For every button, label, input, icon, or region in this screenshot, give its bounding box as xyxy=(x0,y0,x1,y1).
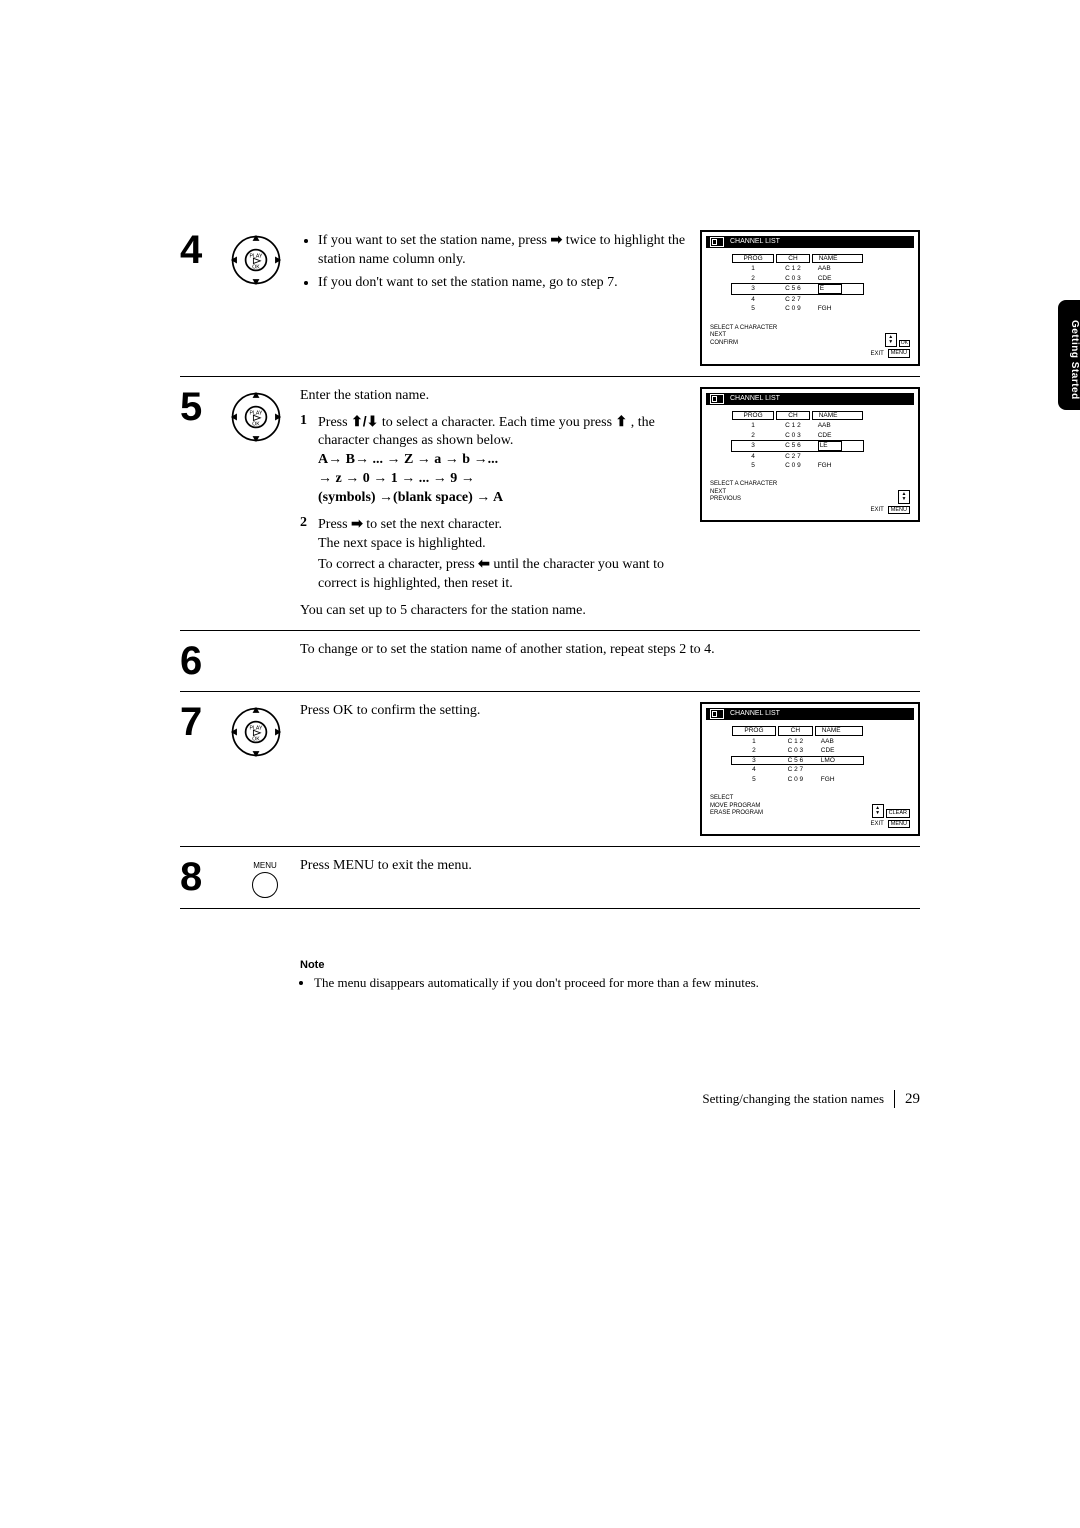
svg-text:PLAY: PLAY xyxy=(250,253,263,259)
step-7-screen: CHANNEL LIST PROGCHNAME 1C 1 2AAB2C 0 3C… xyxy=(700,702,920,836)
svg-text:OK: OK xyxy=(252,737,260,743)
step-number: 8 xyxy=(180,857,230,898)
note-section: Note The menu disappears automatically i… xyxy=(300,959,920,991)
step-4-text: If you want to set the station name, pre… xyxy=(300,230,690,366)
svg-text:PLAY: PLAY xyxy=(250,410,263,416)
circle-icon xyxy=(252,872,278,898)
character-sequence: A→ B→ ... → Z → a → b →... xyxy=(318,451,690,470)
step-5-text: Enter the station name. 1 Press ⬆/⬇ to s… xyxy=(300,387,690,621)
text: Press xyxy=(318,517,351,532)
remote-dial-icon: PLAY OK xyxy=(230,387,300,621)
note-item: The menu disappears automatically if you… xyxy=(314,975,920,991)
step-5-screen: CHANNEL LIST PROGCHNAME 1C 1 2AAB2C 0 3C… xyxy=(700,387,920,621)
step-7: 7 PLAY OK Press OK to confirm the settin… xyxy=(180,702,920,847)
character-sequence: (symbols) →(blank space) → A xyxy=(318,489,690,508)
text: If you don't want to set the station nam… xyxy=(318,274,690,293)
step-4-screen: CHANNEL LIST PROGCHNAME 1C 1 2AAB2C 0 3C… xyxy=(700,230,920,366)
footer-text: Setting/changing the station names xyxy=(702,1091,884,1107)
step-5: 5 PLAY OK Enter the station name. xyxy=(180,387,920,632)
step-8: 8 MENU Press MENU to exit the menu. xyxy=(180,857,920,909)
remote-dial-icon: PLAY OK xyxy=(230,702,300,836)
text: Enter the station name. xyxy=(300,387,690,406)
text: To correct a character, press xyxy=(318,557,478,572)
page-content: 4 PLAY OK If you xyxy=(180,230,920,991)
step-number: 6 xyxy=(180,641,230,681)
substep-number: 1 xyxy=(300,412,318,508)
svg-text:PLAY: PLAY xyxy=(250,726,263,732)
page-footer: Setting/changing the station names 29 xyxy=(702,1090,920,1108)
substep-number: 2 xyxy=(300,514,318,594)
text: The next space is highlighted. xyxy=(318,535,690,554)
menu-button-icon: MENU xyxy=(230,857,300,898)
step-7-text: Press OK to confirm the setting. xyxy=(300,702,690,836)
spacer xyxy=(230,641,300,681)
svg-text:OK: OK xyxy=(252,265,260,271)
updown-arrow-icon: ⬆/⬇ xyxy=(351,413,378,429)
character-sequence: → z → 0 → 1 → ... → 9 → xyxy=(318,470,690,489)
page-number: 29 xyxy=(905,1091,920,1108)
side-tab: Getting Started xyxy=(1058,300,1080,410)
text: If you want to set the station name, pre… xyxy=(318,233,551,248)
step-6: 6 To change or to set the station name o… xyxy=(180,641,920,692)
text: to select a character. Each time you pre… xyxy=(382,415,616,430)
step-8-text: Press MENU to exit the menu. xyxy=(300,857,920,898)
step-4: 4 PLAY OK If you xyxy=(180,230,920,377)
right-arrow-icon: ➡ xyxy=(351,515,363,531)
svg-text:OK: OK xyxy=(252,421,260,427)
text: Press xyxy=(318,415,351,430)
step-6-text: To change or to set the station name of … xyxy=(300,641,920,681)
right-arrow-icon: ➡ xyxy=(551,231,563,247)
note-title: Note xyxy=(300,959,920,971)
step-number: 7 xyxy=(180,702,230,836)
up-arrow-icon: ⬆ xyxy=(616,413,628,429)
text: to set the next character. xyxy=(366,517,502,532)
left-arrow-icon: ⬅ xyxy=(478,555,490,571)
divider xyxy=(894,1090,895,1108)
remote-dial-icon: PLAY OK xyxy=(230,230,300,366)
menu-label: MENU xyxy=(253,861,277,870)
step-number: 4 xyxy=(180,230,230,366)
text: You can set up to 5 characters for the s… xyxy=(300,602,690,621)
step-number: 5 xyxy=(180,387,230,621)
